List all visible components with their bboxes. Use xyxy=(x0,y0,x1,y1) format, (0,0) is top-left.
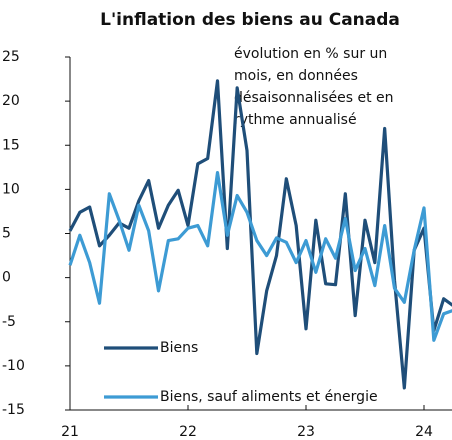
x-tick-label: 22 xyxy=(179,424,197,440)
chart-title: L'inflation des biens au Canada xyxy=(100,10,400,30)
y-tick-label: 15 xyxy=(2,137,20,153)
annotation: mois, en données xyxy=(234,68,358,84)
legend-label: Biens xyxy=(160,340,198,356)
y-tick-label: 10 xyxy=(2,181,20,197)
y-tick-label: -5 xyxy=(2,314,16,330)
y-tick-label: 5 xyxy=(2,226,11,242)
y-tick-label: -15 xyxy=(2,402,25,418)
annotation: désaisonnalisées et en xyxy=(234,90,394,106)
x-tick-label: 24 xyxy=(415,424,433,440)
x-tick-label: 23 xyxy=(297,424,315,440)
legend-label: Biens, sauf aliments et énergie xyxy=(160,389,378,405)
y-tick-label: 20 xyxy=(2,93,20,109)
y-tick-label: -10 xyxy=(2,358,25,374)
annotation: rythme annualisé xyxy=(234,112,357,128)
series-line xyxy=(68,79,452,390)
y-tick-label: 25 xyxy=(2,49,20,65)
annotation: évolution en % sur un xyxy=(234,46,387,62)
y-tick-label: 0 xyxy=(2,270,11,286)
x-tick-label: 21 xyxy=(61,424,79,440)
series-line xyxy=(68,171,452,342)
